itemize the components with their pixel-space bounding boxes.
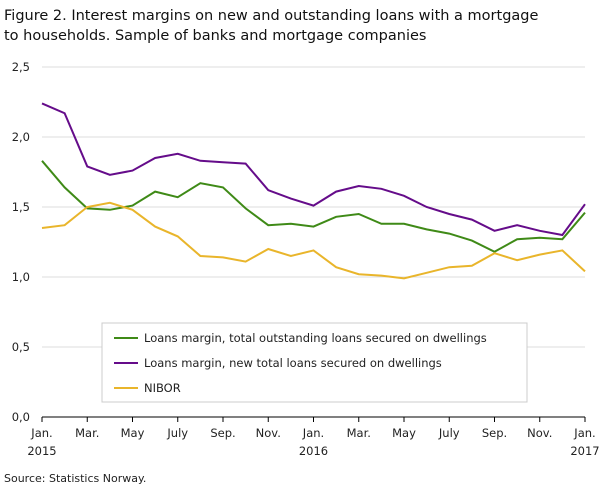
x-tick-label: May	[121, 426, 145, 440]
x-tick-label: Mar.	[347, 426, 371, 440]
chart-title: Figure 2. Interest margins on new and ou…	[4, 8, 538, 44]
legend-label: Loans margin, total outstanding loans se…	[144, 331, 487, 345]
x-tick-label: Jan. 2016	[299, 426, 328, 458]
x-tick-label: July	[438, 426, 460, 440]
x-tick-label: Sep.	[482, 426, 507, 440]
x-tick-label: Sep.	[210, 426, 235, 440]
x-tick-label: Jan. 2015	[27, 426, 56, 458]
y-tick-label: 1,5	[12, 200, 30, 214]
x-tick-label: July	[166, 426, 188, 440]
series-line	[41, 201, 586, 280]
x-tick-label: Mar.	[75, 426, 99, 440]
x-tick-label: Nov.	[527, 426, 552, 440]
x-tick-label: Nov.	[256, 426, 281, 440]
x-tick-label: May	[392, 426, 416, 440]
legend-label: NIBOR	[144, 381, 181, 395]
source: Source: Statistics Norway.	[4, 472, 146, 485]
series-line	[41, 102, 586, 237]
y-tick-label: 0,0	[12, 410, 30, 424]
x-tick-label: Jan. 2017	[570, 426, 599, 458]
y-tick-label: 1,0	[12, 270, 30, 284]
y-tick-label: 2,0	[12, 130, 30, 144]
y-tick-label: 2,5	[12, 60, 30, 74]
series-line	[41, 160, 586, 253]
y-tick-label: 0,5	[12, 340, 30, 354]
legend-box	[101, 322, 528, 403]
legend-label: Loans margin, new total loans secured on…	[144, 356, 442, 370]
